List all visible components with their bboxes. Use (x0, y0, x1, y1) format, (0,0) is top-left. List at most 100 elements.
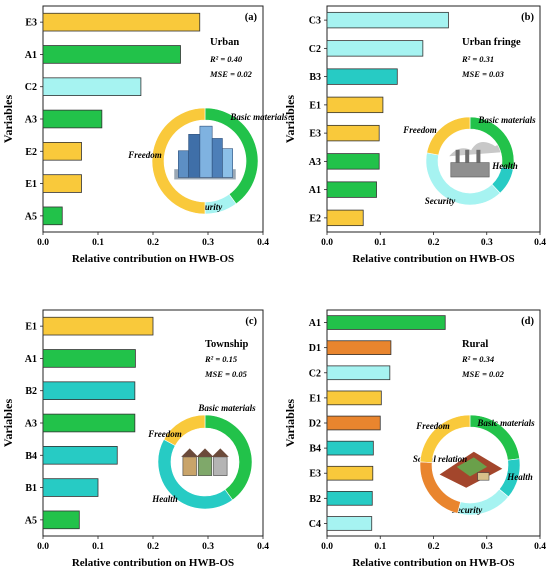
donut-chart: Basic materials Health Security Freedom (402, 115, 536, 206)
x-tick-label: 0.3 (202, 238, 214, 248)
y-tick-label: A1 (309, 318, 321, 329)
y-tick-label: A5 (25, 211, 37, 222)
bar (42, 77, 142, 96)
y-tick-label: A3 (25, 115, 37, 126)
panel-label: (d) (521, 316, 534, 327)
bar (42, 446, 118, 465)
house-icon (197, 456, 213, 476)
y-tick-label: E1 (25, 322, 37, 333)
y-axis-label: Variables (1, 95, 15, 144)
bar (42, 174, 82, 193)
house-icon (182, 456, 197, 476)
bar (42, 413, 136, 433)
panel-label: (b) (521, 12, 534, 23)
x-tick-label: 0.1 (374, 542, 386, 552)
bar (326, 516, 373, 531)
bar (326, 181, 377, 198)
bar (326, 40, 424, 57)
donut-chart: Basic materials Security Freedom (127, 107, 288, 215)
y-tick-label: A3 (25, 419, 37, 430)
r2-stat: R² = 0.40 (209, 54, 243, 64)
y-axis-label: Variables (283, 399, 297, 448)
x-tick-label: 0.1 (92, 238, 104, 248)
site-label: Rural (462, 339, 488, 350)
crop-icon (456, 457, 488, 477)
bar (42, 316, 154, 336)
r2-stat: R² = 0.31 (461, 54, 494, 64)
bar (326, 415, 381, 431)
y-tick-label: B2 (25, 386, 37, 397)
y-tick-label: C4 (309, 519, 321, 530)
chart-panel: A1 D1 C2 E1 D2 B4 E3 B2 C4 0.0 0.1 0.2 0.3 0.4 Relativ… (283, 309, 546, 569)
panel-label: (a) (245, 12, 258, 23)
building-icon (178, 150, 189, 178)
x-tick-label: 0.3 (481, 542, 493, 552)
bar (326, 440, 374, 456)
y-tick-label: E3 (25, 18, 37, 29)
bar (326, 96, 384, 114)
building-icon (199, 125, 213, 178)
bar (42, 349, 136, 368)
barn-icon (477, 472, 490, 481)
y-tick-label: C3 (309, 16, 321, 27)
donut-slice-label: Basic materials (476, 418, 535, 428)
donut-slice-label: Security (452, 505, 484, 515)
donut-slice-label: Health (491, 161, 518, 171)
donut-slice (151, 107, 206, 215)
y-tick-label: A1 (25, 354, 37, 365)
donut-slice (419, 414, 471, 463)
house-icon (213, 456, 228, 476)
bar (42, 142, 82, 161)
donut-slice-label: Freedom (402, 125, 437, 135)
bar (326, 209, 364, 227)
bar (326, 390, 382, 406)
x-tick-label: 0.0 (37, 238, 49, 248)
y-tick-label: A1 (25, 50, 37, 61)
x-tick-label: 0.4 (257, 238, 269, 248)
donut-slice-label: Basic materials (197, 403, 256, 413)
x-tick-label: 0.4 (257, 542, 269, 552)
chimney-icon (455, 149, 460, 163)
y-tick-label: E3 (309, 129, 321, 140)
bar (326, 124, 380, 142)
donut-slice-label: Security (425, 196, 457, 206)
x-axis-label: Relative contribution on HWB-OS (72, 253, 234, 265)
roof-icon (211, 448, 229, 457)
donut-slice (163, 414, 206, 447)
y-tick-label: A5 (25, 515, 37, 526)
donut-slice-label: Freedom (147, 429, 182, 439)
x-tick-label: 0.1 (92, 542, 104, 552)
x-tick-label: 0.0 (37, 542, 49, 552)
donut-slice-label: Basic materials (477, 115, 536, 125)
bar (326, 68, 398, 85)
x-tick-label: 0.1 (374, 238, 386, 248)
bar (326, 153, 380, 170)
donut-slice-label: Health (506, 472, 533, 482)
x-axis-label: Relative contribution on HWB-OS (72, 557, 234, 569)
y-tick-label: B4 (309, 444, 321, 455)
mse-stat: MSE = 0.03 (461, 69, 505, 79)
r2-stat: R² = 0.34 (461, 354, 494, 364)
building-icon (188, 134, 201, 178)
y-tick-label: B4 (25, 451, 37, 462)
x-tick-label: 0.4 (534, 542, 546, 552)
bar (42, 381, 136, 400)
bar (42, 478, 99, 497)
y-tick-label: B2 (309, 494, 321, 505)
site-label: Urban (210, 37, 239, 48)
y-tick-label: E1 (309, 100, 321, 111)
y-tick-label: E3 (309, 469, 321, 480)
r2-stat: R² = 0.15 (204, 354, 238, 364)
y-axis-label: Variables (283, 95, 297, 144)
bar (326, 365, 391, 381)
smoke-icon (449, 142, 503, 157)
bar (42, 12, 201, 32)
donut-slice-label: Freedom (127, 150, 162, 160)
site-label: Township (205, 339, 249, 350)
donut-chart: Basic materials Health Freedom (147, 403, 256, 510)
donut-slice-label: Freedom (415, 421, 450, 431)
bar (42, 45, 181, 64)
x-tick-label: 0.4 (534, 238, 546, 248)
